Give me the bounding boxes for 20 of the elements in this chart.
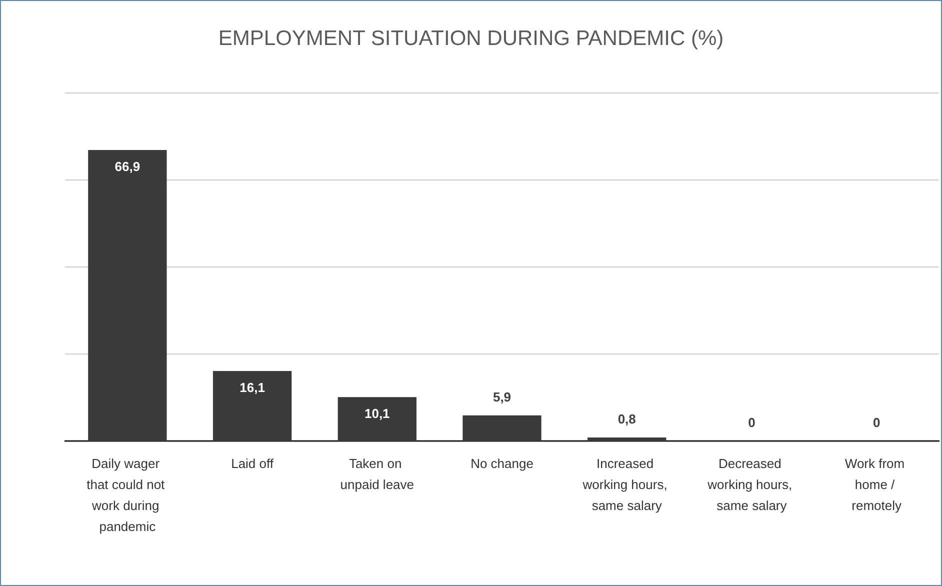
data-label: 66,9	[114, 158, 140, 174]
data-label: 0,8	[618, 412, 636, 427]
bar	[212, 370, 292, 441]
data-label: 16,1	[240, 380, 265, 395]
x-tick-label: Decreased working hours, same salary	[706, 456, 796, 513]
x-tick-label: Laid off	[231, 456, 274, 471]
bar	[88, 150, 167, 441]
chart-title: EMPLOYMENT SITUATION DURING PANDEMIC (%)	[218, 27, 724, 50]
data-label: 5,9	[492, 389, 512, 404]
x-tick-label: Daily wager that could not work during pandemic	[86, 456, 168, 534]
data-label: 0	[872, 415, 880, 430]
bar	[588, 438, 666, 441]
data-label: 0	[748, 415, 756, 430]
x-tick-label: No change	[470, 456, 534, 471]
x-tick-label: Work from home / remotely	[844, 456, 908, 513]
x-tick-label: Increased working hours, same salary	[582, 456, 671, 513]
bar	[338, 397, 416, 441]
bar	[462, 415, 542, 441]
data-label: 10,1	[364, 406, 390, 422]
x-tick-label: Taken on unpaid leave	[340, 456, 414, 492]
